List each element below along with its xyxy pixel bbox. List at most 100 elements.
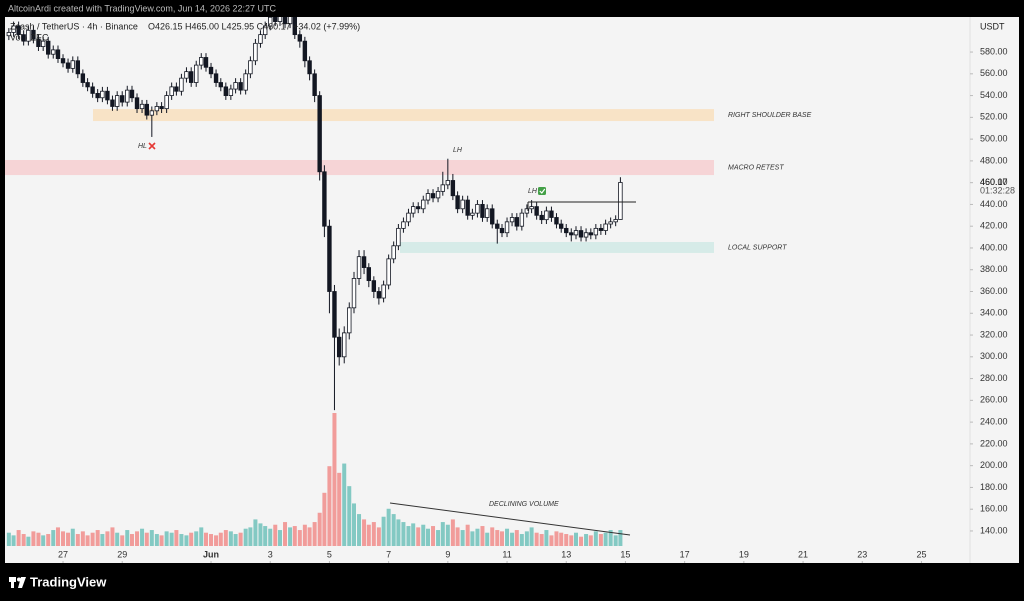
candle-body xyxy=(277,17,283,22)
candle-body xyxy=(386,258,391,286)
volume-bar xyxy=(396,519,401,546)
y-tick-label: 560.00 xyxy=(980,68,1008,78)
zone-label: RIGHT SHOULDER BASE xyxy=(728,112,812,119)
volume-bar xyxy=(598,534,603,546)
volume-bar xyxy=(431,526,436,546)
volume-bar xyxy=(465,524,470,546)
volume-bar xyxy=(618,530,623,546)
y-tick-label: 140.00 xyxy=(980,525,1008,535)
volume-bar xyxy=(510,532,515,546)
y-tick-label: 580.00 xyxy=(980,46,1008,56)
volume-bar xyxy=(312,522,317,546)
candle-body xyxy=(85,82,90,88)
candle-layer xyxy=(6,17,623,411)
candle-body xyxy=(396,227,401,247)
volume-bar xyxy=(75,534,80,546)
candle-body xyxy=(317,95,322,173)
annotation: LH xyxy=(528,188,538,195)
volume-bar xyxy=(579,536,584,546)
candle-body xyxy=(593,227,599,236)
volume-bar xyxy=(159,535,164,546)
volume-bar xyxy=(440,522,445,546)
candle-body xyxy=(75,60,81,75)
volume-bar xyxy=(327,466,332,546)
candle-body xyxy=(188,71,194,83)
volume-bar xyxy=(26,536,31,546)
candle-body xyxy=(578,230,584,238)
volume-bar xyxy=(223,530,228,546)
symbol: Zcash / TetherUS · 4h · Binance xyxy=(10,21,138,31)
volume-bar xyxy=(613,535,618,546)
candle-body xyxy=(184,71,189,79)
volume-layer xyxy=(6,413,623,546)
currency: USDT xyxy=(980,21,1005,31)
candle-body xyxy=(238,82,243,91)
candle-body xyxy=(253,42,258,62)
candle-body xyxy=(134,97,140,110)
candle-body xyxy=(534,206,539,216)
candle-body xyxy=(554,217,559,225)
volume-bar xyxy=(539,534,544,546)
candle-body xyxy=(149,110,155,116)
volume-bar xyxy=(603,532,608,546)
volume-bar xyxy=(559,532,564,546)
candle-body xyxy=(406,212,411,223)
candle-body xyxy=(51,49,56,55)
y-tick-label: 460.00 xyxy=(980,177,1008,187)
candle-body xyxy=(26,29,31,42)
volume-bar xyxy=(209,534,214,546)
volume-bar xyxy=(6,532,11,546)
candle-body xyxy=(11,25,16,33)
candle-body xyxy=(307,60,312,75)
candle-body xyxy=(499,227,505,234)
candle-body xyxy=(125,89,130,103)
volume-bar xyxy=(332,413,337,546)
volume-bar xyxy=(495,530,500,546)
volume-bar xyxy=(460,530,465,546)
volume-bar xyxy=(297,530,302,546)
volume-bar xyxy=(100,534,105,546)
volume-bar xyxy=(233,534,238,546)
candle-body xyxy=(70,60,75,69)
volume-bar xyxy=(51,530,56,546)
x-tick-label: 9 xyxy=(445,549,450,559)
candle-body xyxy=(573,230,579,236)
volume-bar xyxy=(61,531,66,546)
volume-bar xyxy=(283,522,288,546)
volume-bar xyxy=(307,527,312,546)
candle-body xyxy=(208,66,214,75)
candle-body xyxy=(549,210,554,218)
y-tick-label: 440.00 xyxy=(980,199,1008,209)
y-tick-label: 400.00 xyxy=(980,242,1008,252)
volume-bar xyxy=(263,526,268,546)
candle-body xyxy=(248,60,253,75)
candle-body xyxy=(228,88,234,96)
candle-body xyxy=(223,86,229,96)
volume-bar xyxy=(115,532,120,546)
x-tick-label: 13 xyxy=(561,549,571,559)
y-tick-label: 520.00 xyxy=(980,112,1008,122)
x-tick-label: 23 xyxy=(857,549,867,559)
candle-body xyxy=(430,193,436,199)
volume-bar xyxy=(322,492,327,546)
y-tick-label: 160.00 xyxy=(980,504,1008,514)
volume-bar xyxy=(593,531,598,546)
volume-bar xyxy=(426,528,431,546)
volume-bar xyxy=(436,530,441,546)
y-tick-label: 540.00 xyxy=(980,90,1008,100)
volume-bar xyxy=(357,514,362,546)
y-tick-label: 320.00 xyxy=(980,329,1008,339)
credit: AltcoinArdi created with TradingView.com… xyxy=(8,3,276,13)
volume-bar xyxy=(416,527,421,546)
candle-body xyxy=(36,38,41,48)
candle-body xyxy=(529,206,534,210)
volume-bar xyxy=(490,527,495,546)
candle-body xyxy=(120,95,125,103)
volume-bar xyxy=(554,531,559,546)
cross-icon xyxy=(148,142,156,150)
y-tick-label: 360.00 xyxy=(980,286,1008,296)
volume-bar xyxy=(302,524,307,546)
volume-bar xyxy=(184,535,189,546)
volume-bar xyxy=(421,524,426,546)
volume-bar xyxy=(174,530,179,546)
